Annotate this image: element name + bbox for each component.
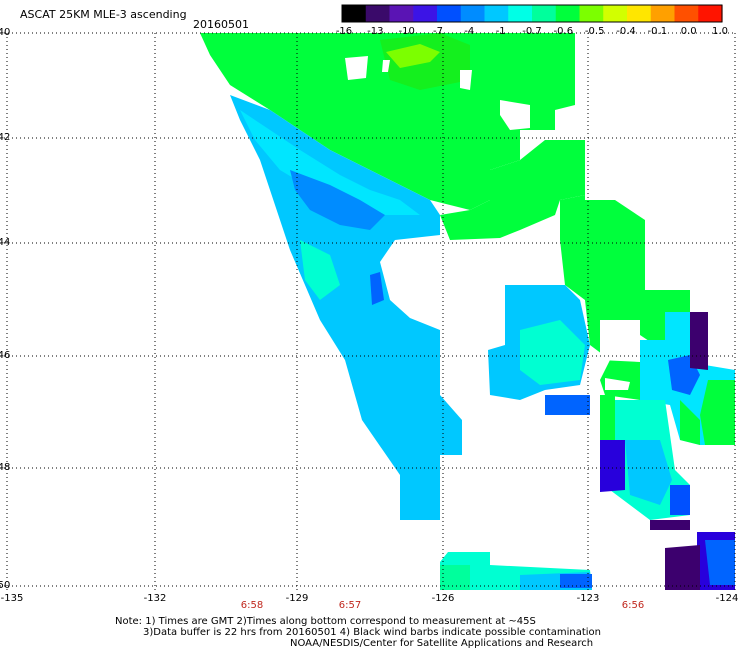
- swath-east-green: [560, 195, 690, 400]
- lon-label: -124: [715, 593, 739, 604]
- colorbar-segment: [555, 5, 581, 22]
- swath-yellowgreen: [386, 44, 440, 68]
- swath-west-teal: [300, 240, 340, 300]
- colorbar-label: -0.1: [647, 26, 668, 37]
- note-line-2: 3)Data buffer is 22 hrs from 20160501 4)…: [143, 627, 601, 638]
- swath-southeast-navy: [600, 440, 625, 492]
- colorbar-label: -1: [495, 26, 506, 37]
- colorbar-segment: [413, 5, 438, 22]
- wind-swath-layer: [200, 33, 735, 590]
- colorbar-segment: [579, 5, 604, 22]
- colorbar-segment: [342, 5, 367, 22]
- lon-label: -129: [285, 593, 309, 604]
- swath-west-blue2: [370, 272, 384, 305]
- colorbar-segment: [532, 5, 557, 22]
- colorbar-segment: [484, 5, 509, 22]
- lon-label: -132: [143, 593, 167, 604]
- swath-west-cyan: [230, 95, 462, 520]
- colorbar-label: 0.0: [680, 26, 697, 37]
- colorbar-segment: [437, 5, 462, 22]
- colorbar-label: -7: [433, 26, 443, 37]
- lat-label: -44: [0, 237, 11, 248]
- lat-label: -42: [0, 132, 11, 143]
- colorbar-segment: [698, 5, 723, 22]
- colorbar-label: -13: [367, 26, 384, 37]
- lat-label: -40: [0, 27, 11, 38]
- map-grid: [0, 32, 736, 590]
- colorbar-label: -0.7: [522, 26, 542, 37]
- swath-west-blue: [290, 170, 385, 230]
- colorbar-label: -4: [464, 26, 475, 37]
- colorbar: [341, 4, 723, 23]
- colorbar-segment: [460, 5, 486, 22]
- swath-central-green: [440, 140, 585, 240]
- note-line-3: NOAA/NESDIS/Center for Satellite Applica…: [290, 638, 594, 649]
- colorbar-segment: [650, 5, 676, 22]
- lon-label: -126: [431, 593, 455, 604]
- colorbar-segment: [389, 5, 414, 22]
- lat-label: -48: [0, 462, 11, 473]
- map-date: 20160501: [193, 18, 249, 31]
- map-title: ASCAT 25KM MLE-3 ascending: [20, 8, 187, 21]
- colorbar-segment: [365, 5, 391, 22]
- colorbar-segment: [674, 5, 699, 22]
- colorbar-label: -0.6: [553, 26, 574, 37]
- time-label: 6:57: [338, 600, 362, 611]
- lat-label: -50: [0, 580, 11, 591]
- lon-label: -123: [576, 593, 600, 604]
- colorbar-label: -0.5: [584, 26, 605, 37]
- lon-label: -135: [0, 593, 24, 604]
- swath-east-purple: [690, 312, 708, 370]
- colorbar-label: 1.0: [712, 26, 728, 37]
- time-label: 6:56: [621, 600, 645, 611]
- colorbar-label: -0.4: [616, 26, 636, 37]
- time-label: 6:58: [240, 600, 264, 611]
- lat-label: -46: [0, 350, 11, 361]
- colorbar-segment: [603, 5, 628, 22]
- colorbar-segment: [627, 5, 652, 22]
- note-line-1: Note: 1) Times are GMT 2)Times along bot…: [115, 616, 536, 627]
- swath-north-green: [200, 33, 575, 210]
- colorbar-label: -16: [335, 26, 353, 37]
- colorbar-label: -10: [398, 26, 415, 37]
- colorbar-segment: [508, 5, 533, 22]
